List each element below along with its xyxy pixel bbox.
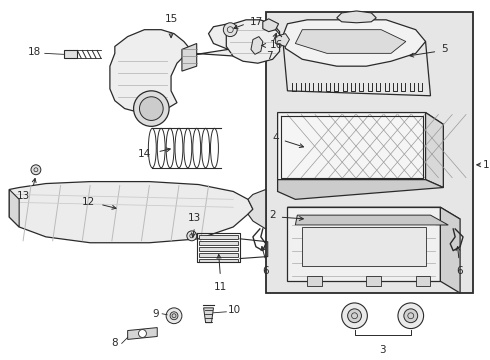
Polygon shape [283,20,425,66]
Polygon shape [263,19,279,32]
Text: 6: 6 [263,266,269,276]
Circle shape [347,309,362,323]
Polygon shape [278,113,443,188]
Polygon shape [266,12,473,293]
Text: 13: 13 [17,192,30,202]
Text: 13: 13 [188,213,201,223]
Polygon shape [416,276,431,286]
Circle shape [31,165,41,175]
Polygon shape [441,207,460,293]
Text: 1: 1 [483,160,490,170]
Polygon shape [198,247,238,251]
Polygon shape [198,258,238,262]
Circle shape [140,97,163,121]
Polygon shape [288,207,441,281]
Circle shape [139,329,147,337]
Text: 11: 11 [214,282,227,292]
Polygon shape [9,189,19,227]
Text: 15: 15 [165,14,178,24]
Text: 17: 17 [250,17,263,27]
Polygon shape [295,30,406,53]
Polygon shape [278,180,443,199]
Polygon shape [367,276,381,286]
Polygon shape [64,50,77,58]
Circle shape [404,309,417,323]
Polygon shape [128,328,157,339]
Polygon shape [307,276,322,286]
Text: 5: 5 [441,44,448,54]
Circle shape [134,91,169,126]
Polygon shape [198,253,238,257]
Circle shape [223,23,237,37]
Polygon shape [204,308,214,323]
Polygon shape [248,189,266,229]
Text: 9: 9 [152,309,159,319]
Text: 3: 3 [379,345,386,355]
Text: 10: 10 [228,305,242,315]
Polygon shape [337,11,376,23]
Polygon shape [182,44,196,71]
Polygon shape [302,227,425,266]
Polygon shape [198,235,238,239]
Text: 16: 16 [270,40,283,50]
Polygon shape [283,37,431,96]
Text: 6: 6 [456,266,463,276]
Polygon shape [9,181,253,243]
Circle shape [166,308,182,324]
Text: 8: 8 [111,338,118,348]
Polygon shape [295,215,448,225]
Circle shape [398,303,423,329]
Text: 4: 4 [272,133,279,143]
Polygon shape [251,37,263,54]
Polygon shape [110,24,258,113]
Text: 18: 18 [27,48,41,57]
Polygon shape [425,113,443,188]
Circle shape [187,231,196,241]
Polygon shape [288,207,460,219]
Text: 14: 14 [138,149,151,159]
Text: 12: 12 [82,197,95,207]
Polygon shape [275,33,290,46]
Text: 7: 7 [267,51,273,62]
Circle shape [342,303,368,329]
Polygon shape [226,20,280,63]
Text: 2: 2 [269,210,275,220]
Polygon shape [198,241,238,245]
Circle shape [170,312,178,320]
